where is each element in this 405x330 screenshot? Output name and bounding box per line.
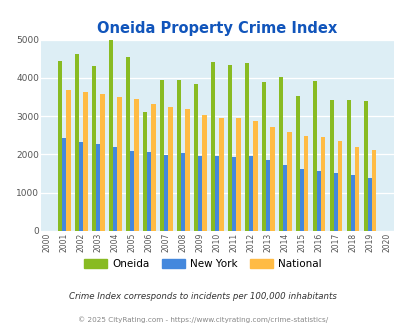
Bar: [177, 80, 181, 231]
Bar: [350, 175, 354, 231]
Bar: [278, 77, 282, 231]
Bar: [320, 137, 325, 231]
Bar: [164, 155, 168, 231]
Bar: [168, 107, 172, 231]
Bar: [295, 96, 299, 231]
Bar: [215, 155, 219, 231]
Bar: [66, 90, 70, 231]
Bar: [329, 100, 333, 231]
Bar: [134, 99, 139, 231]
Bar: [363, 101, 367, 231]
Bar: [253, 121, 257, 231]
Bar: [282, 165, 287, 231]
Title: Oneida Property Crime Index: Oneida Property Crime Index: [97, 21, 337, 36]
Bar: [151, 104, 155, 231]
Legend: Oneida, New York, National: Oneida, New York, National: [80, 254, 325, 273]
Bar: [202, 115, 206, 231]
Bar: [227, 65, 232, 231]
Bar: [113, 147, 117, 231]
Bar: [58, 61, 62, 231]
Text: Crime Index corresponds to incidents per 100,000 inhabitants: Crime Index corresponds to incidents per…: [69, 292, 336, 301]
Bar: [210, 62, 215, 231]
Bar: [346, 100, 350, 231]
Bar: [219, 118, 223, 231]
Bar: [303, 136, 308, 231]
Bar: [244, 63, 248, 231]
Bar: [261, 82, 265, 231]
Bar: [62, 138, 66, 231]
Bar: [371, 150, 375, 231]
Bar: [316, 171, 320, 231]
Bar: [337, 141, 341, 231]
Bar: [185, 109, 189, 231]
Bar: [312, 81, 316, 231]
Bar: [96, 145, 100, 231]
Bar: [270, 127, 274, 231]
Bar: [160, 80, 164, 231]
Bar: [354, 147, 358, 231]
Bar: [198, 155, 202, 231]
Bar: [147, 152, 151, 231]
Text: © 2025 CityRating.com - https://www.cityrating.com/crime-statistics/: © 2025 CityRating.com - https://www.city…: [78, 316, 327, 323]
Bar: [92, 66, 96, 231]
Bar: [333, 173, 337, 231]
Bar: [367, 178, 371, 231]
Bar: [126, 57, 130, 231]
Bar: [100, 94, 104, 231]
Bar: [232, 157, 236, 231]
Bar: [248, 155, 253, 231]
Bar: [109, 40, 113, 231]
Bar: [117, 97, 121, 231]
Bar: [265, 160, 270, 231]
Bar: [75, 54, 79, 231]
Bar: [181, 153, 185, 231]
Bar: [236, 118, 240, 231]
Bar: [79, 142, 83, 231]
Bar: [83, 92, 87, 231]
Bar: [193, 84, 198, 231]
Bar: [130, 150, 134, 231]
Bar: [143, 112, 147, 231]
Bar: [299, 169, 303, 231]
Bar: [287, 132, 291, 231]
